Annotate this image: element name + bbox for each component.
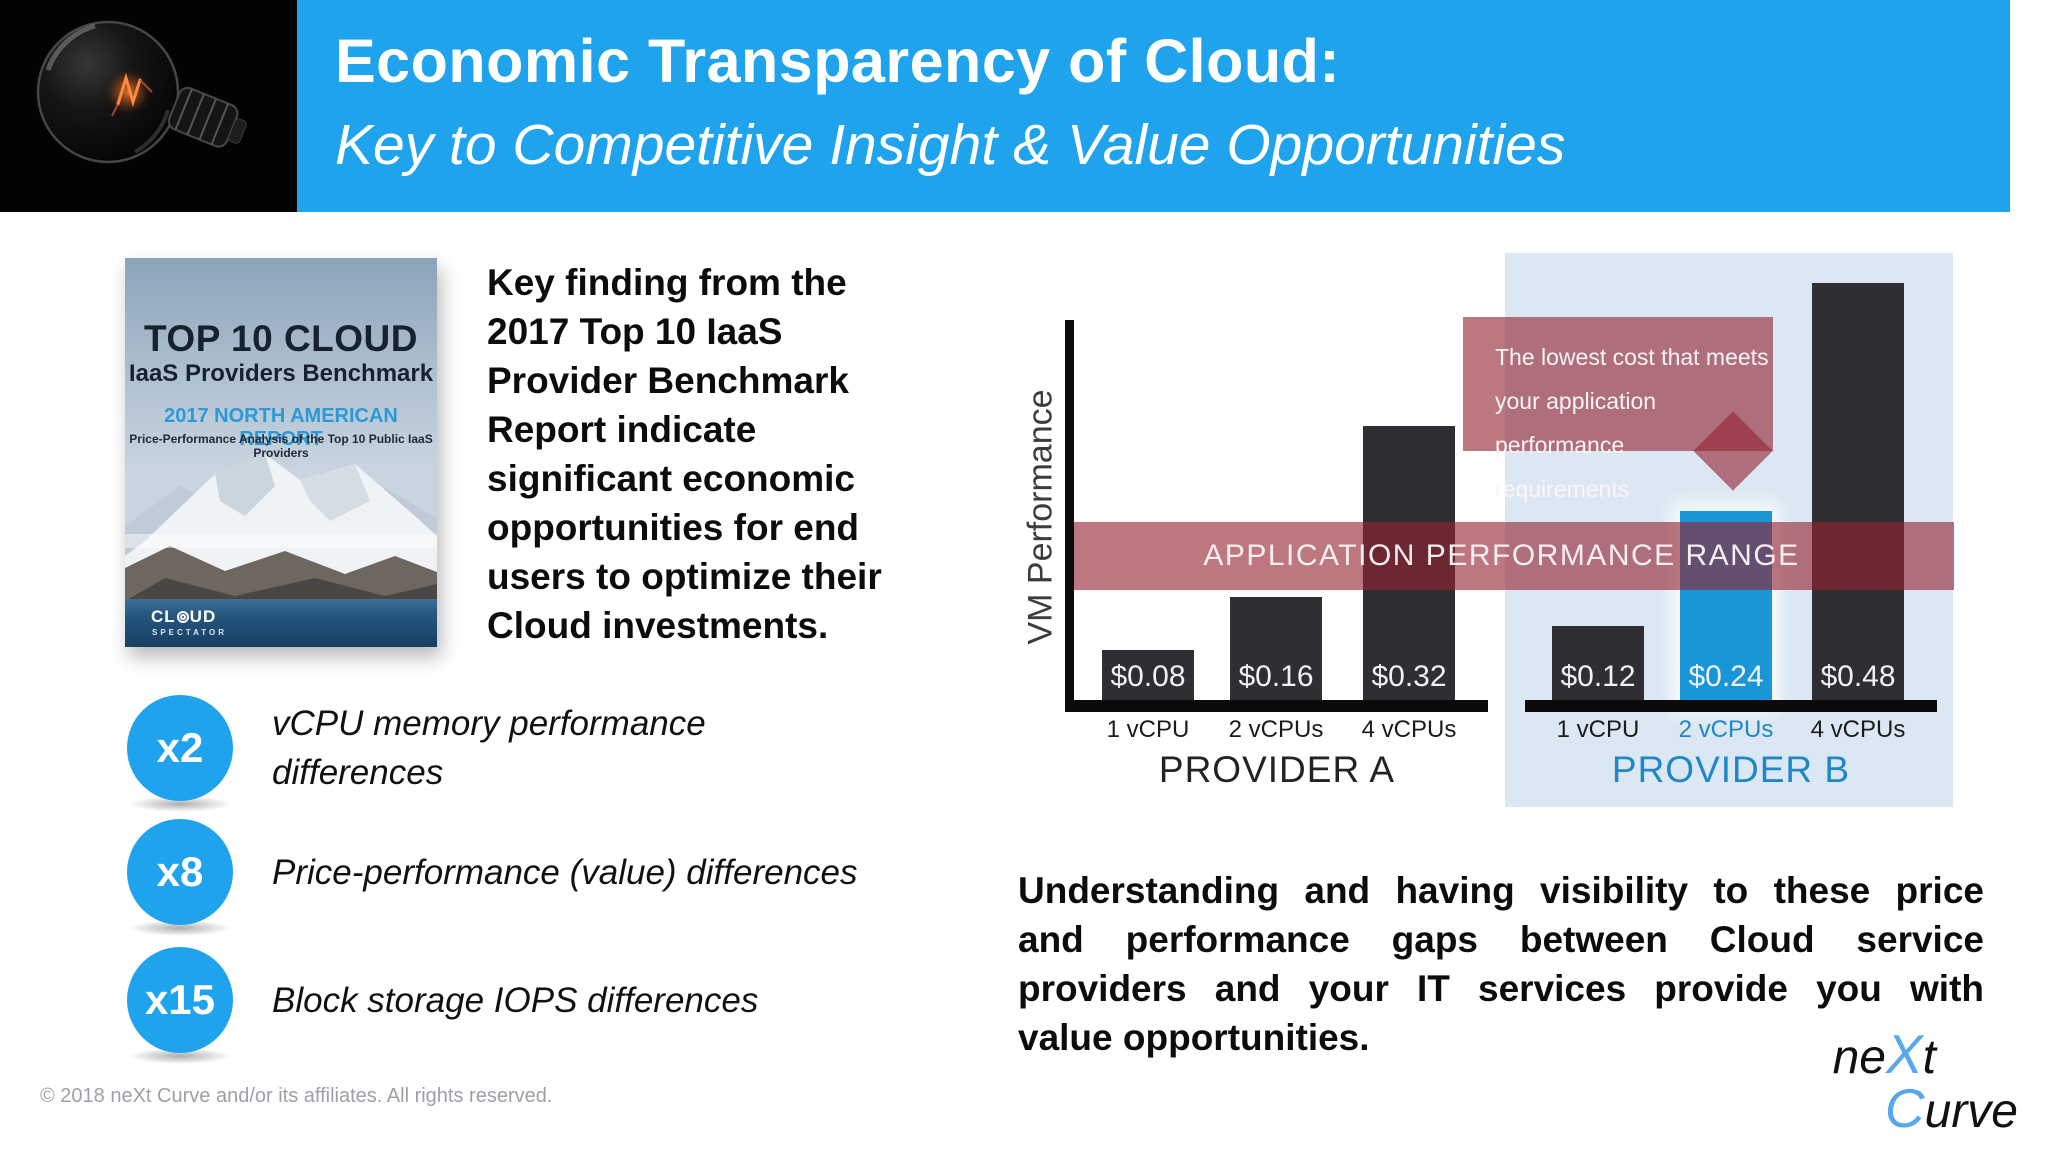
slide-title: Economic Transparency of Cloud:	[335, 27, 1341, 95]
callout-line: The lowest cost that meets	[1495, 344, 1769, 370]
header-band: Economic Transparency of Cloud: Key to C…	[297, 0, 2010, 212]
x-axis-label: 1 vCPU	[1556, 716, 1640, 743]
paragraph-line: value opportunities.	[1018, 1017, 1370, 1058]
logo-c: C	[1884, 1077, 1925, 1139]
mountain-illustration	[125, 454, 437, 601]
cover-report-line: 2017 NORTH AMERICAN REPORT	[164, 405, 398, 450]
key-finding-line: Cloud investments.	[487, 605, 829, 646]
bar-provider-b-4-vcpus: $0.48	[1812, 283, 1904, 704]
copyright-text: © 2018 neXt Curve and/or its affiliates.…	[40, 1085, 553, 1107]
callout-line: your application performance	[1495, 388, 1657, 458]
bullet-circle-shadow	[128, 796, 232, 812]
logo-ring-o-icon	[176, 611, 189, 623]
logo-x: X	[1885, 1023, 1923, 1085]
x-axis-label: 1 vCPU	[1106, 716, 1190, 743]
next-curve-logo-line2: Curve	[1884, 1077, 2018, 1139]
bar-provider-a-1-vcpu: $0.08	[1102, 650, 1194, 704]
provider-a-title: PROVIDER A	[1158, 749, 1396, 790]
key-finding-line: Key finding from the	[487, 262, 847, 303]
summary-paragraph: Understanding and having visibility to t…	[1018, 866, 1984, 1062]
paragraph-line: Understanding and having visibility to t…	[1018, 870, 1984, 911]
bar-provider-b-1-vcpu: $0.12	[1552, 626, 1644, 704]
report-cover: TOP 10 CLOUD IaaS Providers Benchmark 20…	[125, 258, 437, 647]
key-finding-line: significant economic	[487, 458, 856, 499]
bar-price-label: $0.12	[1560, 660, 1636, 693]
factor-badge-x8: x8	[127, 819, 233, 925]
bullet-text: Block storage IOPS differences	[272, 980, 759, 1020]
bar-price-label: $0.48	[1820, 660, 1896, 693]
next-curve-logo-line1: neXt	[1832, 1023, 1936, 1085]
bullet-text: Price-performance (value) differences	[272, 852, 858, 892]
x-axis-provider-b	[1525, 700, 1937, 712]
bar-provider-a-2-vcpus: $0.16	[1230, 597, 1322, 704]
key-finding-line: Report indicate	[487, 409, 757, 450]
bar-price-label: $0.24	[1688, 660, 1764, 693]
bullet-circle-shadow	[128, 1048, 232, 1064]
water-illustration	[125, 599, 437, 647]
bullet-text: vCPU memory performance differences	[272, 704, 706, 792]
key-finding-line: Provider Benchmark	[487, 360, 849, 401]
cover-subtitle: IaaS Providers Benchmark	[128, 360, 434, 387]
key-finding-line: opportunities for end	[487, 507, 860, 548]
key-finding-line: 2017 Top 10 IaaS	[487, 311, 783, 352]
bullet-circle-shadow	[128, 920, 232, 936]
factor-badge-x2: x2	[127, 695, 233, 801]
cloud-spectator-logo-sub: SPECTATOR	[152, 628, 228, 637]
cover-title: TOP 10 CLOUD	[144, 318, 418, 359]
y-axis-label: VM Performance	[1021, 389, 1060, 645]
slide-subtitle: Key to Competitive Insight & Value Oppor…	[335, 113, 1566, 177]
lightbulb-image	[0, 0, 297, 212]
factor-badge-x15: x15	[127, 947, 233, 1053]
x-axis-label: 2 vCPUs	[1228, 716, 1324, 743]
x-axis-provider-a	[1065, 700, 1488, 712]
callout-line: requirements	[1495, 476, 1630, 502]
cloud-spectator-logo: CL UD	[151, 607, 217, 626]
key-finding-line: users to optimize their	[487, 556, 882, 597]
y-axis-line	[1065, 320, 1074, 712]
cover-tagline: Price-Performance Analysis of the Top 10…	[129, 432, 433, 460]
performance-range-label: APPLICATION PERFORMANCE RANGE	[1203, 539, 1800, 572]
x-axis-label: 4 vCPUs	[1810, 716, 1906, 743]
paragraph-line: providers and your IT services provide y…	[1018, 968, 1984, 1009]
bar-price-label: $0.08	[1110, 660, 1186, 693]
performance-range-band: APPLICATION PERFORMANCE RANGE	[1073, 522, 1954, 590]
callout-box: The lowest cost that meets your applicat…	[1463, 317, 1773, 502]
report-cover-art: TOP 10 CLOUD IaaS Providers Benchmark 20…	[125, 258, 437, 647]
x-axis-label: 2 vCPUs	[1678, 716, 1774, 743]
x-axis-label: 4 vCPUs	[1361, 716, 1457, 743]
paragraph-line: and performance gaps between Cloud servi…	[1018, 919, 1984, 960]
provider-b-title: PROVIDER B	[1611, 749, 1851, 790]
bar-price-label: $0.16	[1238, 660, 1314, 693]
bar-price-label: $0.32	[1371, 660, 1447, 693]
lightbulb-illustration	[0, 0, 297, 212]
key-finding-text: Key finding from the 2017 Top 10 IaaS Prov…	[487, 258, 967, 650]
